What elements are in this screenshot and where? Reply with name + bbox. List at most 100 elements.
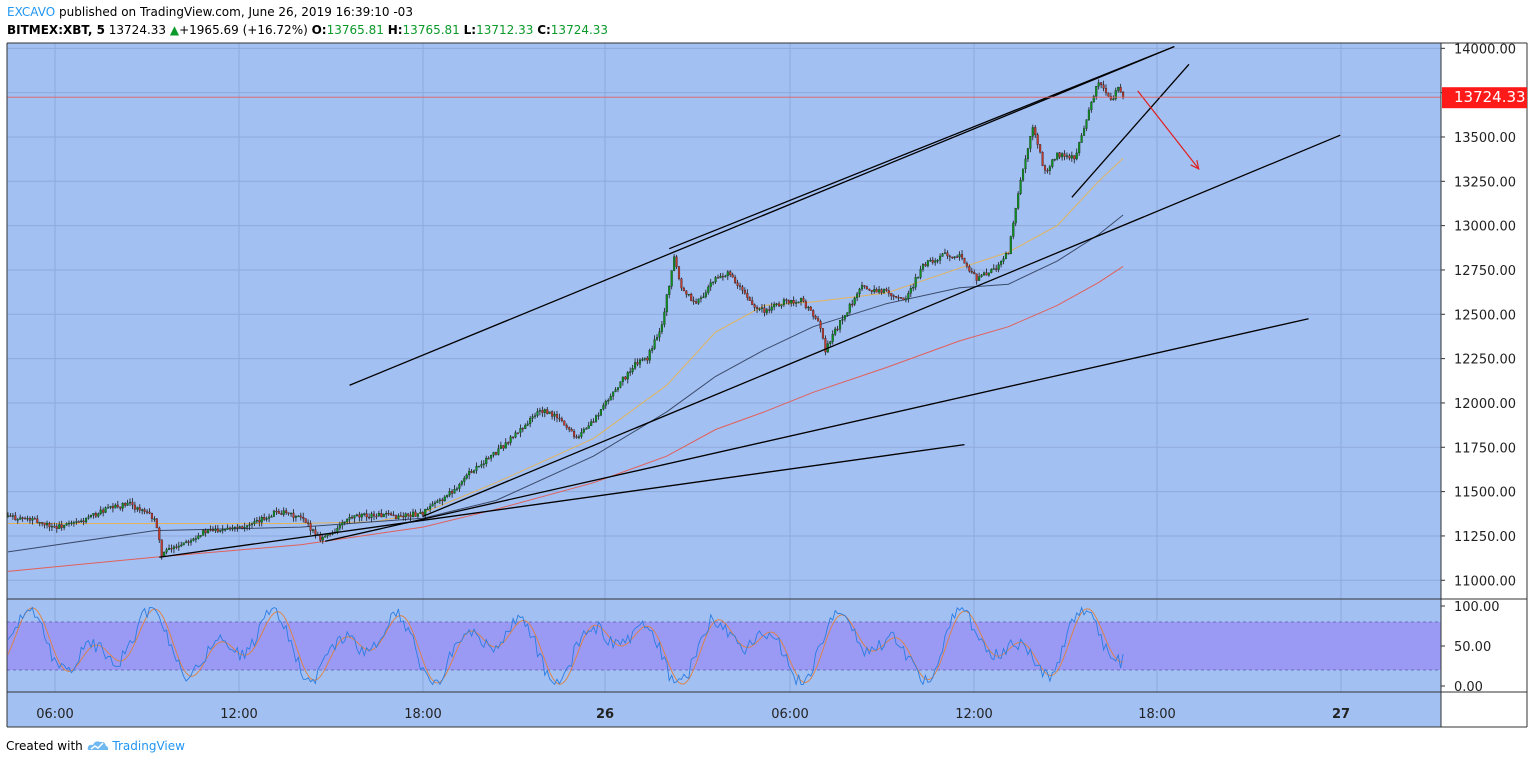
candle-body <box>875 289 878 293</box>
candle-body <box>1034 127 1037 136</box>
candle-body <box>270 516 273 518</box>
candle-body <box>697 298 700 304</box>
candle-body <box>80 520 83 523</box>
candle-body <box>863 285 866 287</box>
candle-body <box>1102 84 1105 89</box>
close-value: 13724.33 <box>550 23 609 37</box>
candle-body <box>729 271 732 275</box>
candle-body <box>72 522 75 524</box>
projection-arrow-head <box>1190 159 1200 170</box>
candle-body <box>553 414 556 417</box>
candle-body <box>1109 96 1112 100</box>
trendline-1 <box>349 45 1175 386</box>
candle-body <box>924 264 927 267</box>
candle-body <box>377 513 380 517</box>
candle-body <box>655 336 659 340</box>
candle-body <box>636 362 639 365</box>
candle-body <box>946 252 949 257</box>
candle-body <box>687 293 690 296</box>
time-label: 12:00 <box>220 707 257 722</box>
published-text: published on TradingView.com, June 26, 2… <box>59 5 413 19</box>
candle-body <box>904 298 907 301</box>
candle-body <box>851 303 854 306</box>
candle-body <box>287 512 290 514</box>
candle-body <box>1092 96 1095 103</box>
candle-body <box>714 277 717 283</box>
candle-body <box>702 296 705 299</box>
candle-body <box>787 300 790 304</box>
candle-body <box>311 529 315 531</box>
candle-body <box>668 286 671 295</box>
candle-body <box>148 511 151 514</box>
candle-body <box>21 517 24 519</box>
candle-body <box>341 522 344 526</box>
candle-body <box>392 514 395 517</box>
candle-body <box>1002 258 1005 262</box>
candle-body <box>985 272 988 276</box>
tradingview-brand[interactable]: TradingView <box>112 739 185 753</box>
candle-body <box>104 507 107 513</box>
osc-tick-label: 0.00 <box>1454 680 1483 695</box>
candle-body <box>219 530 222 532</box>
candle-body <box>443 496 446 502</box>
candle-body <box>914 277 917 288</box>
candle-body <box>307 522 310 524</box>
publisher-name[interactable]: EXCAVO <box>7 5 56 19</box>
candle-body <box>878 289 881 293</box>
candle-body <box>917 277 920 279</box>
candle-body <box>16 519 19 521</box>
oscillator-band <box>7 622 1441 670</box>
candle-body <box>563 420 566 426</box>
candle-body <box>543 409 546 413</box>
candle-body <box>289 512 293 515</box>
candle-body <box>975 273 978 281</box>
candle-body <box>531 416 534 419</box>
price-tick-label: 11250.00 <box>1454 530 1516 545</box>
candle-body <box>385 513 388 515</box>
candle-body <box>631 368 634 372</box>
candle-body <box>28 518 32 521</box>
candle-body <box>163 551 166 557</box>
candle-body <box>1100 82 1103 86</box>
candle-body <box>485 457 488 464</box>
osc-tick-label: 50.00 <box>1454 640 1491 655</box>
candle-body <box>253 521 256 524</box>
candle-body <box>612 391 615 397</box>
candle-body <box>243 526 246 529</box>
candle-body <box>487 457 490 460</box>
candle-body <box>94 513 97 517</box>
candle-body <box>119 506 122 509</box>
price-tick-label: 13000.00 <box>1454 220 1516 235</box>
candle-body <box>409 515 412 518</box>
candle-body <box>1097 82 1100 87</box>
candle-body <box>670 270 673 287</box>
time-label: 06:00 <box>771 707 808 722</box>
candle-body <box>494 451 498 455</box>
candle-body <box>404 513 407 518</box>
candle-body <box>768 309 771 311</box>
candle-body <box>519 428 522 433</box>
moving-average-3 <box>7 265 1124 572</box>
candle-body <box>419 512 422 514</box>
time-label: 12:00 <box>955 707 992 722</box>
candle-body <box>463 478 466 482</box>
low-value: 13712.33 <box>476 23 534 37</box>
candle-body <box>992 268 995 270</box>
candle-body <box>394 515 398 519</box>
candle-body <box>150 513 154 519</box>
candle-body <box>1078 142 1081 154</box>
candle-body <box>587 425 590 429</box>
candle-body <box>236 526 239 529</box>
candle-body <box>33 518 36 520</box>
time-label: 26 <box>596 707 614 722</box>
candle-body <box>814 316 817 319</box>
candle-body <box>70 522 73 524</box>
candle-body <box>736 282 739 286</box>
candle-body <box>170 548 173 550</box>
candle-body <box>228 527 232 530</box>
candle-body <box>177 545 180 548</box>
candle-body <box>880 289 883 293</box>
candle-body <box>573 431 576 437</box>
candle-body <box>397 515 400 519</box>
